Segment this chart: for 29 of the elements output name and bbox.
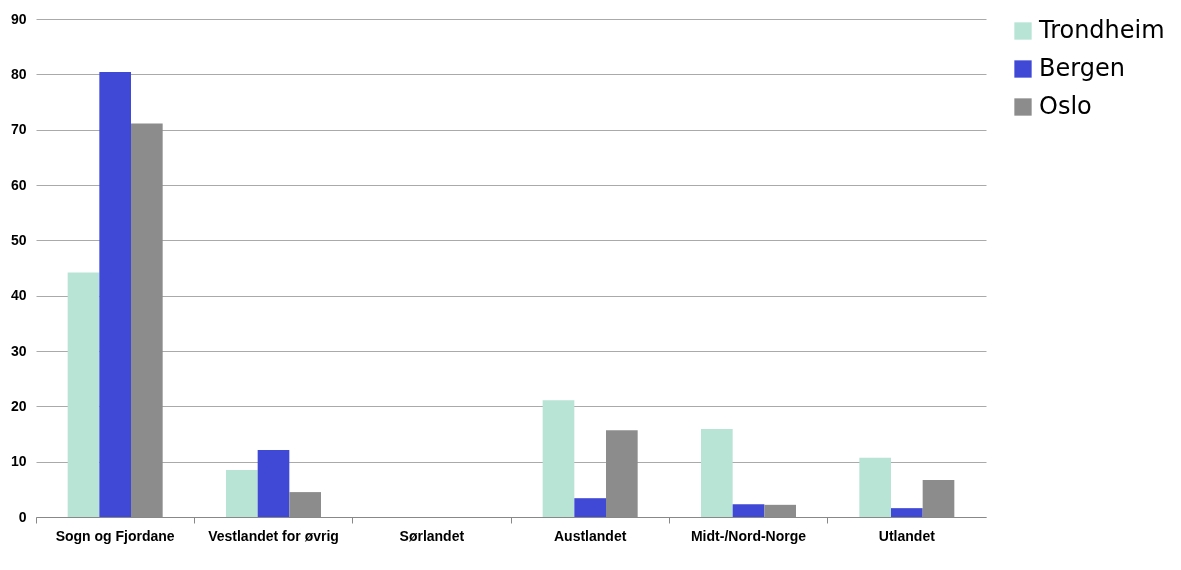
y-tick-label: 80: [10, 65, 27, 82]
y-tick-label: 50: [10, 231, 27, 248]
x-tick-label: Sørlandet: [399, 527, 465, 544]
x-tick-label: Vestlandet for øvrig: [208, 527, 339, 544]
y-tick-label: 0: [18, 508, 27, 525]
y-tick-label: 60: [10, 176, 27, 193]
legend-label: Bergen: [1039, 54, 1125, 82]
x-tick-label: Midt-/Nord-Norge: [690, 527, 807, 544]
bar: [859, 457, 891, 517]
bar: [701, 429, 733, 517]
x-tick-label: Austlandet: [553, 527, 627, 544]
bar: [891, 508, 923, 517]
y-tick-label: 10: [10, 453, 27, 470]
y-tick-label: 90: [10, 10, 27, 27]
bar: [99, 72, 131, 517]
bar: [257, 450, 290, 517]
x-tick-label: Sogn og Fjordane: [55, 527, 175, 544]
y-tick-label: 20: [10, 397, 27, 414]
legend-label: Trondheim: [1038, 16, 1165, 44]
y-tick-label: 30: [10, 342, 27, 359]
bar: [67, 272, 100, 517]
y-tick-label: 70: [10, 121, 27, 138]
bar: [732, 504, 765, 517]
bar: [542, 400, 575, 517]
x-tick-label: Utlandet: [878, 527, 936, 544]
legend-label: Oslo: [1039, 92, 1092, 120]
bar: [574, 498, 606, 517]
bar: [226, 469, 258, 517]
y-tick-label: 40: [10, 287, 27, 304]
